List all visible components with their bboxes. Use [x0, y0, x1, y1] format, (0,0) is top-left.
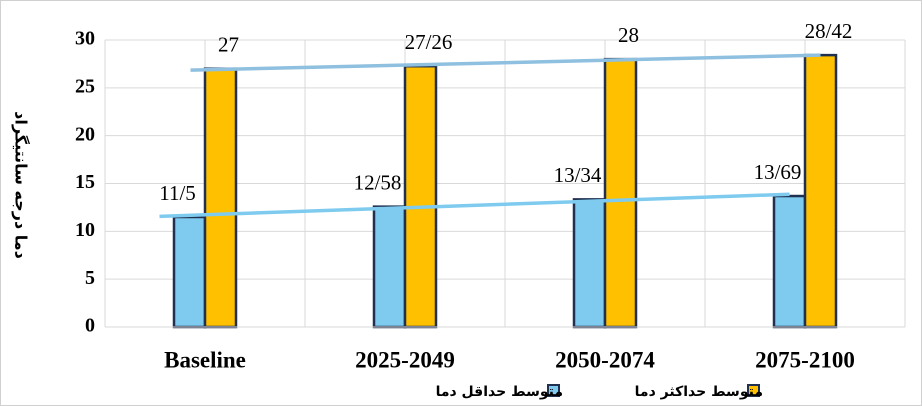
- bar: [172, 215, 207, 329]
- legend-swatch: [747, 384, 760, 397]
- y-tick-label: 20: [75, 123, 95, 145]
- y-tick-label: 30: [75, 28, 95, 50]
- y-axis-title: دما درجه سانتیگراد: [12, 111, 31, 259]
- data-label: 28/42: [805, 19, 853, 43]
- bar: [403, 64, 438, 329]
- trendline: [159, 192, 790, 219]
- bar: [803, 53, 838, 329]
- data-label: 13/69: [754, 160, 802, 184]
- data-label: 28: [618, 23, 639, 47]
- bar: [572, 198, 607, 329]
- data-label: 11/5: [159, 181, 196, 205]
- bar: [203, 67, 238, 329]
- y-tick-label: 10: [75, 219, 95, 241]
- data-label: 13/34: [554, 163, 602, 187]
- data-label: 27/26: [405, 30, 453, 54]
- bar: [372, 205, 407, 329]
- x-tick-label: 2050-2074: [555, 347, 655, 372]
- bar: [772, 194, 807, 329]
- legend-label: متوسط حداکثر دما: [635, 384, 763, 400]
- data-label: 12/58: [354, 170, 402, 194]
- trendline: [190, 53, 821, 72]
- data-label: 27: [218, 33, 239, 57]
- y-tick-label: 15: [75, 171, 95, 193]
- x-tick-label: 2025-2049: [355, 347, 455, 372]
- x-tick-label: Baseline: [164, 347, 246, 372]
- legend-swatch: [547, 384, 560, 397]
- y-tick-label: 0: [85, 315, 95, 337]
- bar: [603, 57, 638, 329]
- x-tick-label: 2075-2100: [755, 347, 855, 372]
- legend-label: متوسط حداقل دما: [436, 384, 563, 400]
- y-tick-label: 25: [75, 75, 95, 97]
- y-tick-label: 5: [85, 267, 95, 289]
